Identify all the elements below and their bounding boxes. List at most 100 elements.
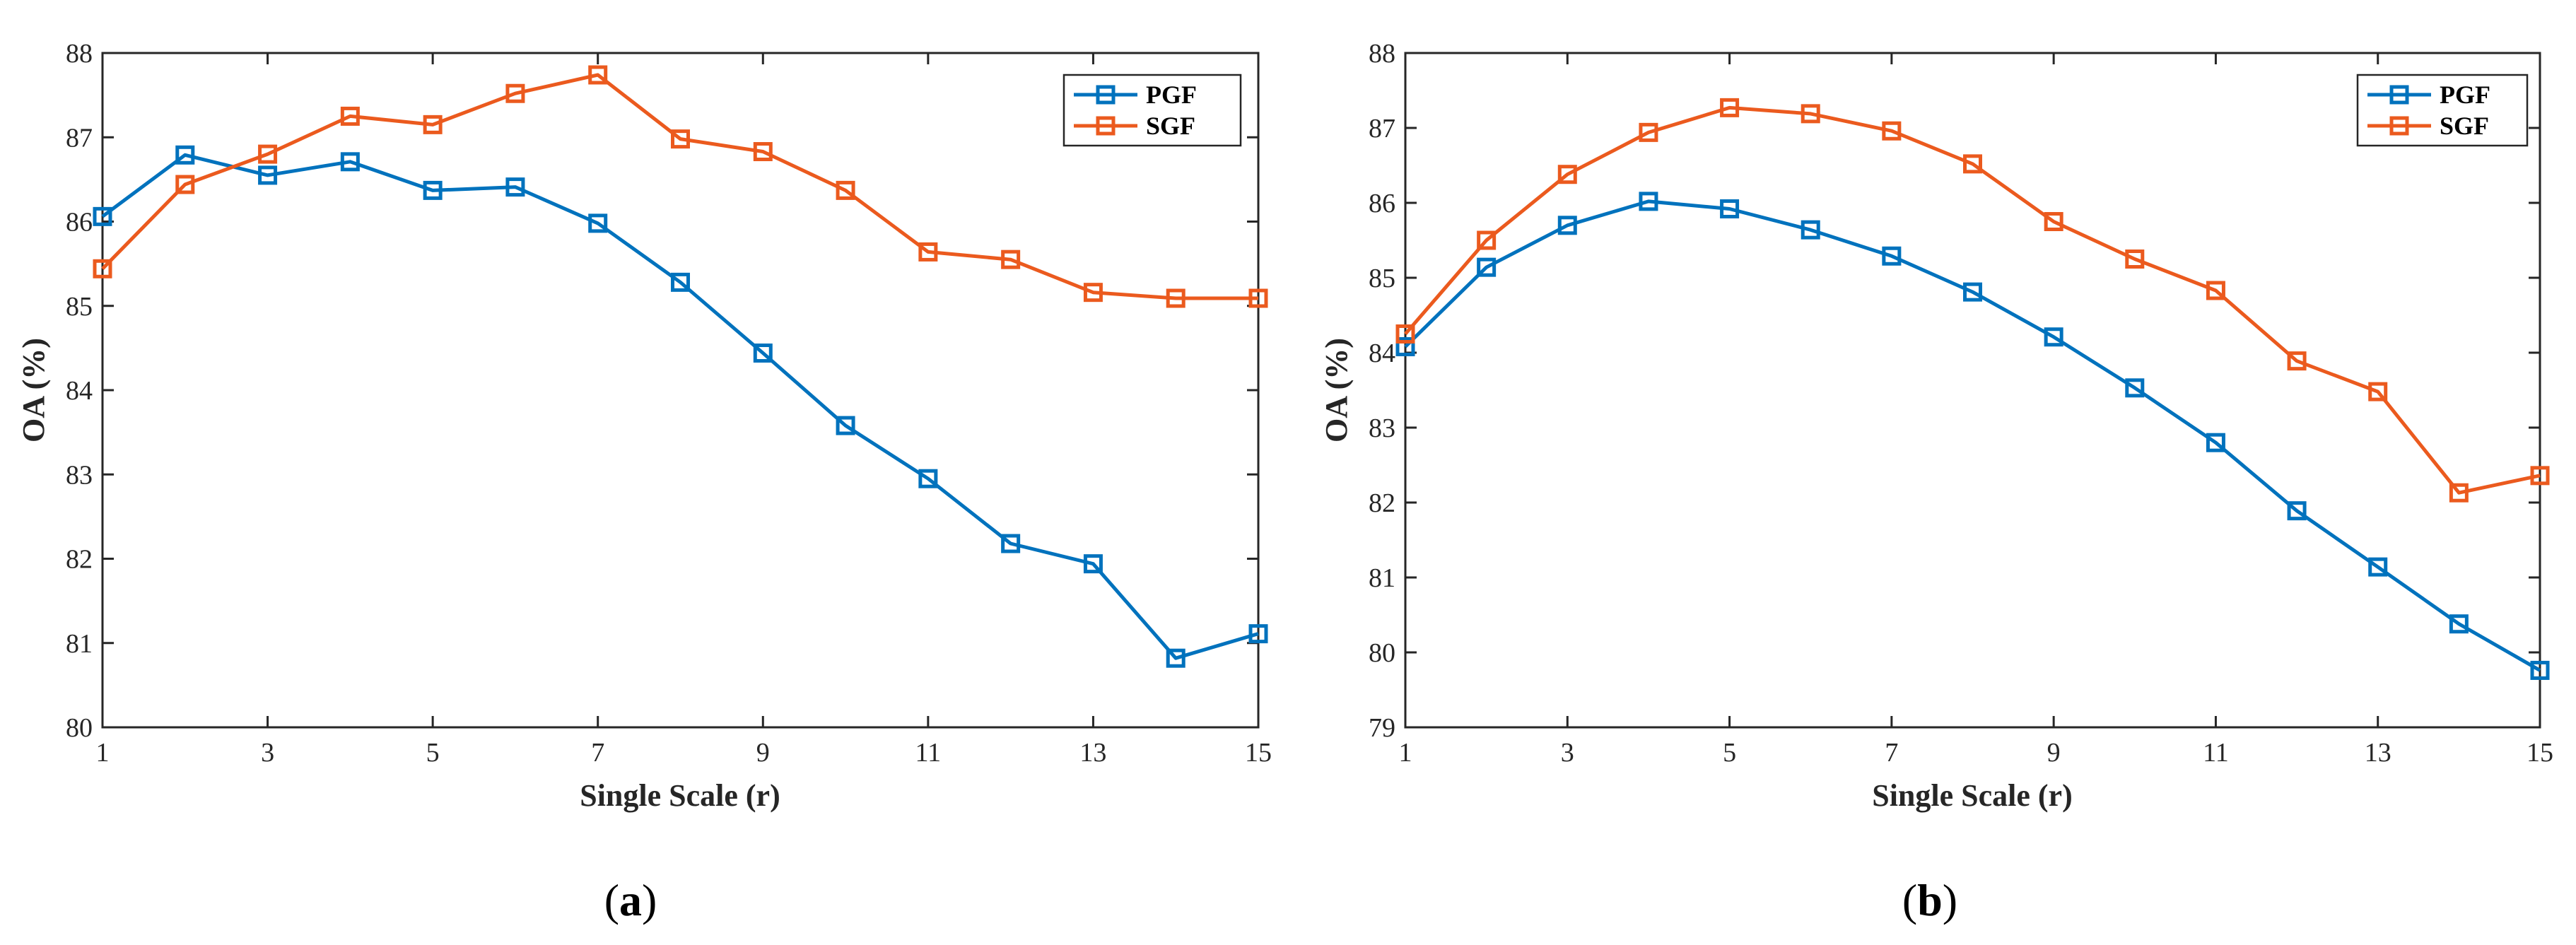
series-line-sgf xyxy=(1404,105,2541,495)
data-point xyxy=(1083,283,1103,303)
data-point xyxy=(258,144,278,164)
data-point xyxy=(1248,288,1268,308)
x-tick-label: 1 xyxy=(96,738,110,768)
data-point xyxy=(1639,122,1658,142)
y-tick-label: 88 xyxy=(66,39,93,69)
data-point xyxy=(1801,104,1820,124)
legend-label-pgf: PGF xyxy=(1146,81,1197,109)
data-point xyxy=(1001,250,1021,269)
series-pgf xyxy=(93,145,1268,668)
data-point xyxy=(2206,281,2225,300)
data-point xyxy=(423,180,443,200)
data-point xyxy=(1639,192,1658,211)
series-line-sgf xyxy=(101,73,1258,300)
y-tick-label: 85 xyxy=(1369,264,1395,293)
data-point xyxy=(93,206,112,226)
data-point xyxy=(2044,212,2063,231)
data-point xyxy=(2287,351,2307,371)
y-tick-label: 80 xyxy=(1369,638,1395,668)
data-point xyxy=(2287,501,2307,521)
x-tick-label: 11 xyxy=(915,738,942,768)
data-point xyxy=(588,65,608,85)
y-axis-label-a: OA (%) xyxy=(16,338,51,442)
data-point xyxy=(1248,624,1268,644)
x-tick-label: 15 xyxy=(1245,738,1272,768)
x-tick-label: 15 xyxy=(2527,738,2553,768)
x-tick-label: 9 xyxy=(756,738,770,768)
y-tick-label: 81 xyxy=(66,629,93,659)
legend: PGF SGF xyxy=(2356,74,2529,147)
legend-marker-pgf xyxy=(1096,85,1116,105)
chart-panel-b: OA (%) Single Scale (r) (b) 1 3 5 7 9 11 13 157… xyxy=(1319,39,2553,925)
data-point xyxy=(753,142,773,162)
x-tick-label: 5 xyxy=(426,738,440,768)
x-tick-label: 7 xyxy=(591,738,604,768)
y-tick-label: 85 xyxy=(66,292,93,322)
y-tick-label: 81 xyxy=(1369,563,1395,593)
data-point xyxy=(2125,250,2145,269)
legend-box xyxy=(1062,74,1242,147)
data-point xyxy=(340,106,360,126)
y-tick-label: 86 xyxy=(1369,189,1395,218)
data-point xyxy=(93,259,112,278)
data-point xyxy=(2368,557,2388,577)
y-tick-label: 84 xyxy=(1369,339,1395,368)
legend-label-sgf: SGF xyxy=(2440,112,2489,140)
legend-label-pgf: PGF xyxy=(2440,81,2490,109)
data-point xyxy=(2530,660,2550,680)
y-tick-label: 87 xyxy=(1369,114,1395,143)
data-point xyxy=(2206,433,2225,452)
legend-box xyxy=(2356,74,2529,147)
x-tick-label: 7 xyxy=(1885,738,1898,768)
data-point xyxy=(1166,288,1185,308)
chart-panel-a: OA (%) Single Scale (r) (a) 1 3 5 7 9 11 13 158… xyxy=(16,39,1272,925)
data-point xyxy=(1083,554,1103,574)
data-point xyxy=(1801,220,1820,240)
data-point xyxy=(175,175,195,194)
panel-caption-a: (a) xyxy=(604,875,657,925)
x-tick-label: 1 xyxy=(1399,738,1412,768)
legend-marker-pgf xyxy=(2389,85,2409,105)
data-point xyxy=(918,242,938,262)
data-point xyxy=(1720,199,1740,218)
data-point xyxy=(918,469,938,488)
data-point xyxy=(671,272,690,292)
data-point xyxy=(423,115,443,134)
y-tick-label: 86 xyxy=(66,208,93,237)
data-point xyxy=(1557,165,1577,184)
data-point xyxy=(753,344,773,363)
y-tick-label: 80 xyxy=(66,713,93,743)
x-axis-label-a: Single Scale (r) xyxy=(580,778,780,813)
data-point xyxy=(2449,614,2469,634)
data-point xyxy=(1963,154,1982,174)
x-tick-label: 13 xyxy=(1079,738,1106,768)
data-point xyxy=(1557,216,1577,235)
data-point xyxy=(1963,282,1982,302)
series-sgf xyxy=(93,65,1268,308)
y-tick-label: 79 xyxy=(1369,713,1395,743)
data-point xyxy=(340,152,360,172)
data-point xyxy=(1001,534,1021,553)
x-axis-label-b: Single Scale (r) xyxy=(1872,778,2073,813)
series-sgf xyxy=(1395,98,2550,503)
series-pgf xyxy=(1395,192,2550,680)
data-point xyxy=(1720,98,1740,117)
data-point xyxy=(2125,378,2145,398)
data-point xyxy=(175,145,195,165)
panel-caption-b: (b) xyxy=(1902,875,1957,925)
data-point xyxy=(1395,337,1415,357)
data-point xyxy=(505,177,525,197)
legend: PGF SGF xyxy=(1062,74,1242,147)
x-tick-label: 11 xyxy=(2203,738,2229,768)
data-point xyxy=(505,83,525,103)
y-tick-label: 82 xyxy=(1369,488,1395,518)
data-point xyxy=(1882,246,1902,266)
data-point xyxy=(258,165,278,185)
y-tick-label: 88 xyxy=(1369,39,1395,69)
data-point xyxy=(1166,648,1185,668)
legend-marker-sgf xyxy=(1096,116,1116,136)
y-tick-label: 82 xyxy=(66,545,93,575)
y-tick-label: 83 xyxy=(1369,413,1395,443)
data-point xyxy=(836,416,855,435)
